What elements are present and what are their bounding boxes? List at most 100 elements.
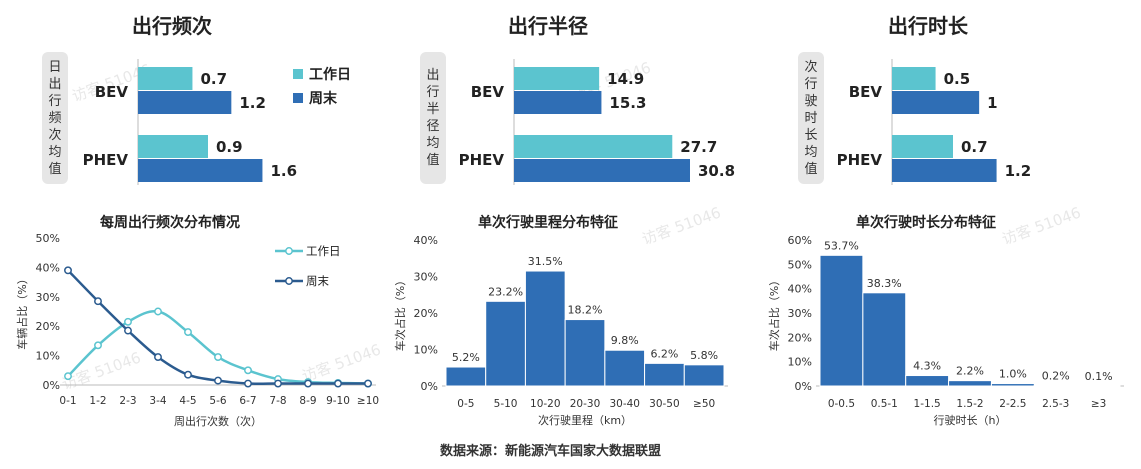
bar-workday (514, 135, 673, 158)
hbar-chart-frequency: BEV 0.7 1.2 PHEV 0.9 1.6 (83, 59, 297, 185)
histogram-distance: 0% 10% 20% 30% 40% 5.2% 0-5 23.2% 5-10 31.5% 10-20… (393, 234, 728, 427)
x-tick-label: 2.5-3 (1042, 398, 1069, 410)
data-point (334, 379, 342, 388)
data-label: 53.7% (824, 239, 859, 252)
hbar-chart-radius: BEV 14.9 15.3 PHEV 27.7 30.8 (459, 59, 735, 185)
histogram-duration: 0% 10% 20% 30% 40% 50% 60% 53.7% 0-0.5 38.3% 0.5-1… (767, 234, 1124, 427)
x-axis-label: 次行驶里程（km） (538, 413, 632, 427)
bar-weekend (892, 159, 997, 182)
x-tick-label: 5-10 (494, 398, 518, 410)
x-tick-label: 6-7 (239, 395, 256, 407)
data-point (244, 379, 252, 388)
bar-weekend (138, 159, 263, 182)
x-tick-label: ≥50 (693, 398, 715, 410)
category-label: PHEV (83, 151, 129, 169)
data-label: 0.2% (1042, 370, 1070, 383)
data-label: 2.2% (956, 365, 984, 378)
x-tick-label: 3-4 (149, 395, 166, 407)
data-point (94, 297, 102, 306)
hbar-chart-duration: BEV 0.5 1 PHEV 0.7 1.2 (837, 59, 1032, 185)
legend-marker (285, 277, 293, 285)
data-source: 数据来源：新能源汽车国家大数据联盟 (440, 444, 662, 459)
data-label: 5.2% (452, 351, 480, 364)
y-tick-label: 40% (414, 234, 438, 247)
y-tick-label: 10% (36, 350, 60, 363)
data-point (184, 328, 192, 337)
histogram-bar (524, 270, 566, 387)
y-tick-label: 30% (788, 307, 812, 320)
bar-weekend (514, 91, 602, 114)
x-tick-label: 0-0.5 (828, 398, 855, 410)
section-title-radius: 出行半径 (508, 14, 588, 38)
histogram-bar (644, 362, 685, 387)
histogram-bar (485, 300, 526, 387)
section-title-duration: 出行时长 (888, 14, 968, 38)
data-point (154, 307, 162, 316)
y-axis-label: 车次占比（%） (393, 275, 407, 351)
data-point (184, 370, 192, 379)
x-tick-label: 7-8 (269, 395, 286, 407)
bar-weekend (514, 159, 690, 182)
data-label: 0.1% (1085, 370, 1113, 383)
x-axis-label: 行驶时长（h） (934, 413, 1007, 427)
data-point (214, 376, 222, 385)
data-label: 23.2% (488, 285, 523, 298)
histogram-bar (445, 366, 487, 387)
data-label: 4.3% (913, 360, 941, 373)
x-tick-label: ≥3 (1091, 398, 1106, 410)
y-tick-label: 50% (36, 232, 60, 245)
data-label: 15.3 (609, 94, 646, 112)
y-axis-label: 车次占比（%） (767, 275, 781, 351)
data-label: 30.8 (698, 162, 735, 180)
data-point (154, 353, 162, 362)
legend-swatch-workday (293, 69, 303, 79)
data-point (124, 317, 132, 326)
y-tick-label: 0% (795, 380, 812, 393)
x-tick-label: 2-3 (119, 395, 136, 407)
histogram-bar (948, 380, 992, 387)
legend-label-workday: 工作日 (309, 67, 351, 83)
data-label: 0.7 (200, 70, 227, 88)
y-tick-label: 20% (414, 307, 438, 320)
legend-label-weekend: 周末 (309, 91, 337, 107)
x-tick-label: 1.5-2 (956, 398, 983, 410)
data-label: 1.2 (1005, 162, 1032, 180)
x-tick-label: 1-2 (89, 395, 106, 407)
y-tick-label: 60% (788, 234, 812, 247)
series-line-workday (67, 309, 369, 385)
x-tick-label: 30-40 (609, 398, 640, 410)
line-chart-weekly-frequency: 0% 10% 20% 30% 40% 50% 0-1 1-2 2-3 3-4 4-5 5-6 6-7 7-… (15, 232, 379, 428)
x-tick-label: ≥10 (357, 395, 379, 407)
x-tick-label: 20-30 (570, 398, 601, 410)
y-tick-label: 10% (788, 356, 812, 369)
y-tick-label: 30% (36, 291, 60, 304)
data-label: 5.8% (690, 349, 718, 362)
data-point (244, 366, 252, 375)
data-label: 27.7 (680, 138, 717, 156)
data-label: 0.9 (216, 138, 243, 156)
x-tick-label: 8-9 (299, 395, 316, 407)
legend-item-weekend: 周末 (293, 88, 337, 108)
data-label: 6.2% (650, 347, 678, 360)
data-label: 9.8% (611, 334, 639, 347)
y-tick-label: 20% (788, 331, 812, 344)
bar-workday (892, 67, 936, 90)
category-label: PHEV (459, 151, 505, 169)
data-point (274, 379, 282, 388)
chart-title-weekly-frequency: 每周出行频次分布情况 (100, 215, 240, 231)
x-tick-label: 1-1.5 (914, 398, 941, 410)
data-label: 0.5 (944, 70, 971, 88)
histogram-bar (905, 375, 950, 387)
y-tick-label: 30% (414, 271, 438, 284)
histogram-bar (990, 383, 1035, 387)
data-label: 1.2 (239, 94, 266, 112)
data-label: 1 (987, 94, 997, 112)
side-label-frequency: 日出行频次均值 (42, 52, 68, 184)
data-label: 38.3% (867, 277, 902, 290)
histogram-bar (862, 292, 907, 387)
data-point (124, 326, 132, 335)
y-tick-label: 0% (43, 379, 60, 392)
data-point (94, 341, 102, 350)
bar-weekend (138, 91, 232, 114)
y-tick-label: 40% (788, 283, 812, 296)
